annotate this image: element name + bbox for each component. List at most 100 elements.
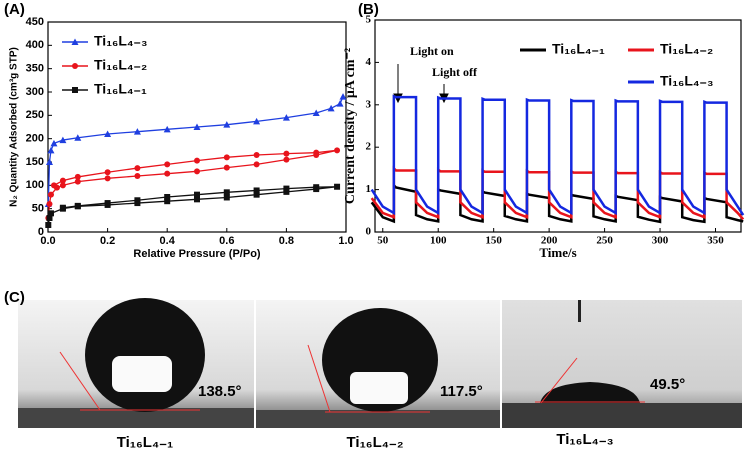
marker — [74, 202, 81, 209]
marker — [134, 197, 141, 204]
x-tick-label: 1.0 — [338, 235, 353, 247]
marker — [327, 104, 335, 112]
marker — [334, 183, 341, 190]
legend-label: Ti₁₆L₄₋₂ — [94, 57, 147, 73]
y-tick-label: 2 — [366, 141, 372, 153]
marker — [45, 222, 52, 228]
y-tick-label: 0 — [366, 226, 372, 238]
marker — [253, 117, 261, 125]
marker — [312, 109, 320, 116]
x-tick-label: 0.2 — [100, 235, 115, 247]
marker — [223, 189, 230, 196]
marker — [45, 158, 53, 165]
marker — [59, 136, 67, 144]
x-tick-label: 300 — [652, 235, 669, 247]
marker — [164, 161, 171, 168]
legend-label: Ti₁₆L₄₋₃ — [94, 33, 147, 49]
x-tick-label: 0.6 — [219, 235, 234, 247]
marker — [74, 173, 81, 180]
x-tick-label: 50 — [377, 235, 389, 247]
series-line — [47, 149, 338, 219]
marker — [194, 191, 200, 198]
contact-angle-image — [502, 300, 742, 428]
marker — [223, 121, 231, 128]
marker — [59, 182, 66, 189]
marker — [134, 173, 141, 179]
marker — [223, 154, 230, 161]
y-tick-label: 100 — [26, 179, 44, 191]
marker — [194, 157, 200, 164]
marker — [72, 87, 78, 93]
marker — [74, 178, 81, 185]
y-tick-label: 3 — [366, 98, 372, 110]
marker — [253, 187, 260, 194]
marker — [46, 201, 53, 207]
marker — [193, 123, 201, 130]
x-tick-label: 0.8 — [279, 235, 294, 247]
y-tick-label: 250 — [26, 109, 44, 121]
y-axis-label: N₂ Quantity Adsorbed (cm³g STP) — [9, 47, 20, 207]
x-tick-label: 200 — [541, 235, 558, 247]
x-tick-label: 150 — [485, 235, 502, 247]
plot-frame — [374, 19, 742, 233]
marker — [223, 194, 230, 201]
marker — [71, 38, 79, 45]
marker — [339, 93, 347, 100]
y-tick-label: 4 — [366, 56, 372, 68]
y-tick-label: 200 — [26, 133, 44, 145]
marker — [50, 139, 58, 147]
marker — [104, 175, 111, 182]
panel-label: (A) — [4, 1, 25, 18]
annotation: Light on — [410, 44, 454, 58]
annotation: Light off — [432, 65, 478, 79]
marker — [104, 200, 111, 207]
x-axis-label: Relative Pressure (P/Po) — [133, 248, 261, 260]
y-tick-label: 400 — [26, 39, 44, 51]
marker — [253, 152, 260, 158]
marker — [164, 198, 171, 205]
marker — [47, 210, 54, 217]
marker — [283, 185, 290, 192]
marker — [336, 100, 344, 107]
marker — [163, 125, 171, 133]
x-tick-label: 0.0 — [40, 235, 55, 247]
marker — [133, 128, 141, 135]
y-tick-label: 150 — [26, 156, 44, 168]
legend-label: Ti₁₆L₄₋₁ — [94, 81, 147, 97]
marker — [313, 149, 320, 156]
angle-label: 49.5° — [650, 376, 685, 393]
angle-label: 138.5° — [198, 383, 242, 400]
y-tick-label: 300 — [26, 86, 44, 98]
sample-label: Ti₁₆L₄₋₁ — [117, 434, 174, 451]
marker — [282, 114, 290, 121]
legend-label: Ti₁₆L₄₋₃ — [660, 73, 713, 89]
contact-angle-image — [18, 298, 254, 428]
y-tick-label: 1 — [366, 183, 372, 195]
panel-label: (C) — [4, 289, 25, 306]
x-tick-label: 100 — [430, 235, 447, 247]
x-tick-label: 250 — [596, 235, 613, 247]
marker — [194, 168, 200, 175]
marker — [59, 204, 66, 211]
x-axis-label: Time/s — [539, 245, 576, 260]
marker — [59, 177, 66, 184]
marker — [47, 146, 55, 154]
y-tick-label: 5 — [366, 14, 372, 26]
marker — [74, 134, 82, 141]
marker — [223, 164, 230, 171]
series-line — [370, 94, 745, 216]
marker — [134, 165, 141, 172]
marker — [164, 170, 171, 177]
series-line — [47, 186, 338, 226]
y-tick-label: 350 — [26, 63, 44, 75]
sample-label: Ti₁₆L₄₋₃ — [556, 431, 613, 448]
legend-label: Ti₁₆L₄₋₂ — [660, 41, 713, 57]
marker — [253, 161, 260, 168]
marker — [283, 150, 290, 157]
marker — [72, 63, 78, 69]
marker — [47, 191, 54, 198]
panel-label: (B) — [358, 1, 379, 18]
y-tick-label: 450 — [26, 16, 44, 28]
marker — [253, 191, 260, 198]
